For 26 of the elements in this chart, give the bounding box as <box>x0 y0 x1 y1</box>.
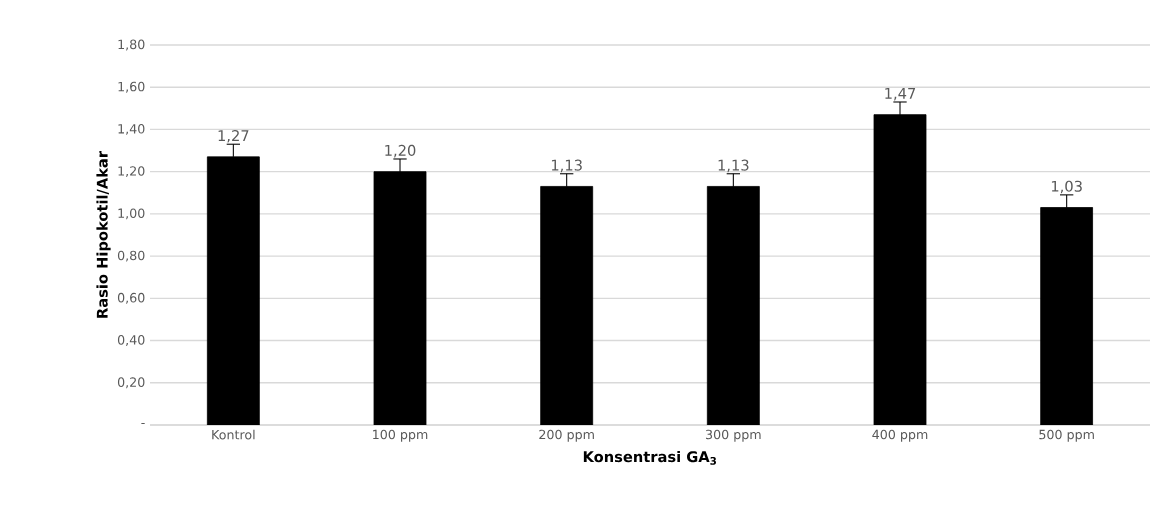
x-tick-label: Kontrol <box>212 429 255 440</box>
y-tick-label: 0,80 <box>117 250 145 262</box>
x-tick-label: 300 ppm <box>705 429 761 442</box>
y-tick-label: 0,20 <box>117 377 145 389</box>
y-tick-label: 0,40 <box>117 335 145 346</box>
bar <box>706 186 760 425</box>
data-label: 1,20 <box>385 144 416 158</box>
y-tick-label: 1,40 <box>118 123 145 135</box>
y-axis-title: Rasio Hipokotil/Akar <box>96 150 111 318</box>
x-axis-title: Konsentrasi GA$_{3}$ <box>583 450 717 465</box>
x-tick-label: 200 ppm <box>539 429 594 442</box>
y-tick-label: 1,00 <box>118 208 145 220</box>
y-tick-label: - <box>141 423 145 424</box>
data-label: 1,47 <box>885 88 916 101</box>
data-label: 1,27 <box>218 130 249 143</box>
data-label: 1,03 <box>1051 180 1082 194</box>
x-tick-label: 500 ppm <box>1039 429 1094 442</box>
y-tick-label: 0,60 <box>117 292 145 304</box>
y-tick-label: 1,20 <box>118 166 145 178</box>
y-tick-label: 1,80 <box>118 39 145 51</box>
x-tick-label: 400 ppm <box>872 429 928 442</box>
y-tick-label: 1,60 <box>118 81 145 93</box>
data-label: 1,13 <box>718 159 749 173</box>
data-label: 1,13 <box>551 159 582 173</box>
bar <box>540 186 594 425</box>
x-tick-label: 100 ppm <box>373 429 428 442</box>
